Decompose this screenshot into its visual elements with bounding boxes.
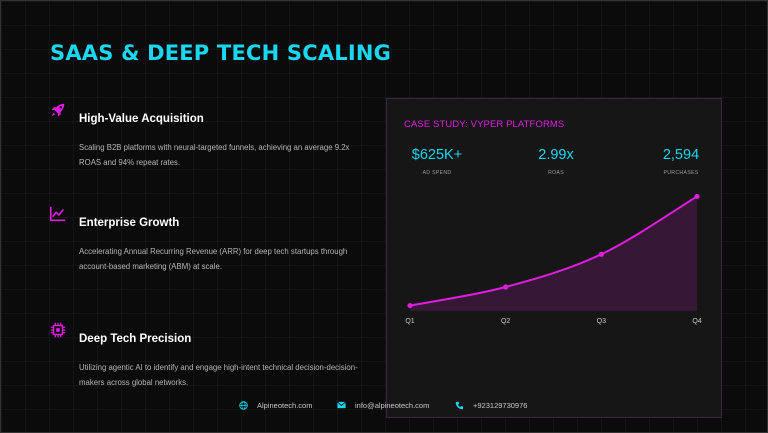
chart-series-line bbox=[409, 195, 698, 307]
stat-ad-spend: $625K+ AD SPEND bbox=[387, 147, 487, 176]
x-tick-label: Q1 bbox=[405, 318, 414, 325]
footer-website[interactable]: Alpineotech.com bbox=[239, 399, 312, 411]
chart-point-q1 bbox=[407, 302, 413, 309]
envelope-icon bbox=[337, 401, 346, 409]
rocket-icon bbox=[51, 103, 65, 117]
stat-label: AD SPEND bbox=[422, 170, 452, 176]
stat-value: 2,594 bbox=[662, 147, 700, 163]
chart-point-q3 bbox=[598, 251, 604, 257]
stat-value: $625K+ bbox=[411, 147, 463, 163]
growth-chart: Q1 Q2 Q3 Q4 bbox=[405, 193, 702, 325]
chart-point-q4 bbox=[694, 193, 700, 200]
chart-area-fill bbox=[410, 196, 697, 311]
feature-heading: High-Value Acquisition bbox=[79, 113, 204, 125]
case-study-title: CASE STUDY: VYPER PLATFORMS bbox=[404, 119, 565, 130]
globe-icon bbox=[239, 400, 248, 410]
stat-roas: 2.99x ROAS bbox=[506, 147, 606, 176]
footer-phone[interactable]: +923129730976 bbox=[455, 399, 527, 411]
stat-label: PURCHASES bbox=[663, 170, 699, 176]
footer-website-text[interactable]: Alpineotech.com bbox=[257, 400, 313, 410]
feature-heading: Deep Tech Precision bbox=[79, 333, 192, 345]
feature-description: Utilizing agentic AI to identify and eng… bbox=[79, 363, 358, 387]
stat-purchases: 2,594 PURCHASES bbox=[631, 147, 731, 176]
feature-description: Scaling B2B platforms with neural-target… bbox=[79, 143, 350, 167]
case-study-card: CASE STUDY: VYPER PLATFORMS $625K+ AD SP… bbox=[386, 98, 722, 418]
x-tick-label: Q2 bbox=[501, 318, 510, 325]
footer-phone-text[interactable]: +923129730976 bbox=[473, 400, 528, 410]
chart-point-q2 bbox=[503, 284, 509, 290]
phone-icon bbox=[455, 401, 464, 409]
footer-email[interactable]: info@alpineotech.com bbox=[337, 399, 429, 411]
microchip-icon bbox=[50, 322, 66, 338]
stat-value: 2.99x bbox=[538, 147, 574, 163]
footer-email-text[interactable]: info@alpineotech.com bbox=[355, 400, 430, 410]
x-tick-label: Q3 bbox=[597, 318, 606, 325]
page-title: SAAS & DEEP TECH SCALING bbox=[50, 41, 392, 65]
feature-description: Accelerating Annual Recurring Revenue (A… bbox=[79, 247, 348, 271]
stat-label: ROAS bbox=[548, 170, 564, 176]
x-tick-label: Q4 bbox=[692, 318, 701, 325]
feature-heading: Enterprise Growth bbox=[79, 217, 180, 229]
growth-chart-icon bbox=[49, 206, 66, 222]
